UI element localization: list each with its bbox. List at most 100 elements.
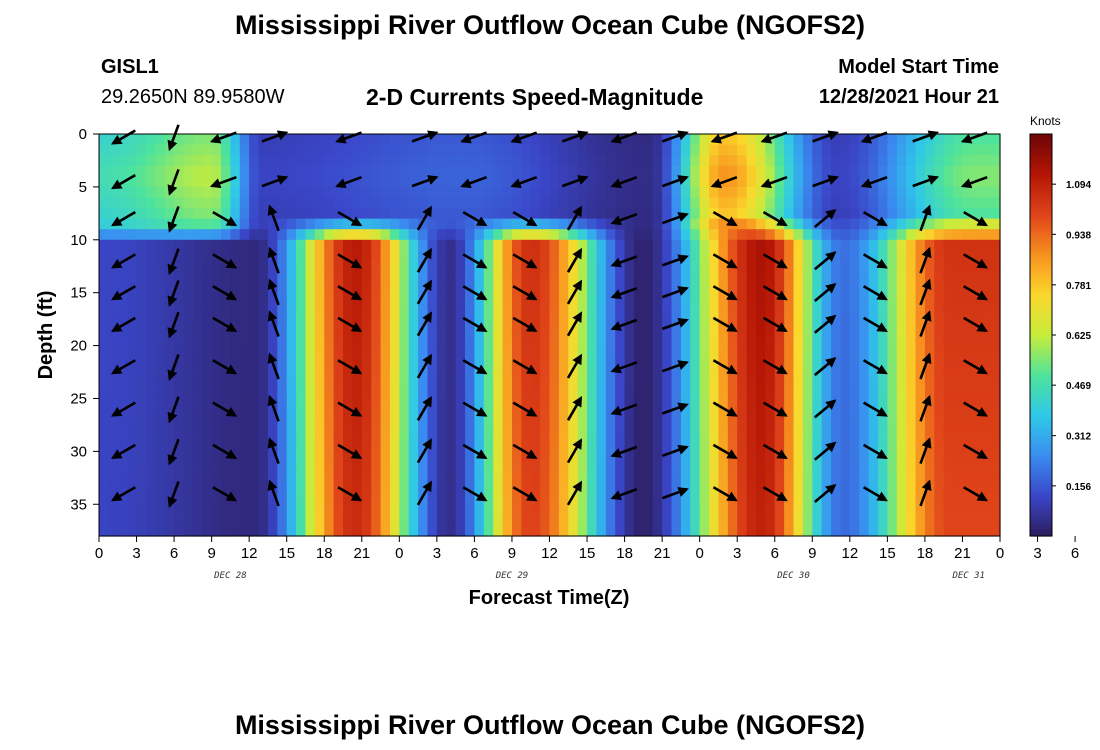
heatmap-cell xyxy=(530,525,541,537)
heatmap-cell xyxy=(802,218,813,230)
heatmap-cell xyxy=(324,345,335,357)
heatmap-cell xyxy=(296,409,307,421)
heatmap-cell xyxy=(906,186,917,199)
heatmap-cell xyxy=(455,472,466,484)
heatmap-cell xyxy=(774,176,785,188)
heatmap-cell xyxy=(718,483,729,495)
heatmap-cell xyxy=(558,366,569,378)
heatmap-cell xyxy=(427,409,438,421)
heatmap-cell xyxy=(652,483,663,495)
heatmap-cell xyxy=(915,239,926,251)
heatmap-cell xyxy=(380,292,391,304)
heatmap-cell xyxy=(624,409,635,421)
heatmap-cell xyxy=(164,271,175,283)
heatmap-cell xyxy=(249,461,260,474)
heatmap-cell xyxy=(436,335,447,347)
heatmap-cell xyxy=(652,303,663,315)
heatmap-cell xyxy=(662,483,673,495)
heatmap-cell xyxy=(924,493,935,505)
heatmap-cell xyxy=(521,440,532,452)
heatmap-cell xyxy=(408,504,419,516)
heatmap-cell xyxy=(859,430,870,442)
heatmap-cell xyxy=(765,313,776,326)
heatmap-cell xyxy=(718,335,729,347)
heatmap-cell xyxy=(690,229,701,241)
heatmap-cell xyxy=(662,324,673,336)
heatmap-cell xyxy=(633,472,644,484)
heatmap-cell xyxy=(493,493,504,505)
heatmap-cell xyxy=(887,271,898,283)
heatmap-cell xyxy=(633,409,644,421)
heatmap-cell xyxy=(680,430,691,442)
heatmap-cell xyxy=(511,260,522,273)
heatmap-cell xyxy=(680,197,691,209)
heatmap-cell xyxy=(831,451,842,463)
heatmap-cell xyxy=(962,409,973,421)
heatmap-cell xyxy=(483,134,494,146)
heatmap-cell xyxy=(568,134,579,146)
heatmap-cell xyxy=(408,313,419,326)
heatmap-cell xyxy=(793,260,804,273)
heatmap-cell xyxy=(737,525,748,537)
heatmap-cell xyxy=(924,324,935,336)
heatmap-cell xyxy=(934,514,945,527)
heatmap-cell xyxy=(558,345,569,357)
heatmap-cell xyxy=(427,366,438,378)
colorbar-segment xyxy=(1030,214,1052,219)
heatmap-cell xyxy=(953,197,964,209)
heatmap-cell xyxy=(990,271,1001,283)
date-label: DEC 31 xyxy=(951,571,985,581)
heatmap-cell xyxy=(699,260,710,273)
current-vector-arrow xyxy=(762,253,788,269)
heatmap-cell xyxy=(455,409,466,421)
heatmap-cell xyxy=(868,260,879,273)
colorbar-segment xyxy=(1030,134,1052,138)
current-vector-arrow xyxy=(462,359,488,375)
heatmap-cell xyxy=(446,430,457,442)
heatmap-cell xyxy=(821,461,832,474)
heatmap-cell xyxy=(896,525,907,537)
heatmap-cell xyxy=(577,324,588,336)
heatmap-cell xyxy=(333,335,344,347)
heatmap-cell xyxy=(990,398,1001,410)
heatmap-cell xyxy=(145,409,156,421)
heatmap-cell xyxy=(99,303,109,315)
heatmap-cell xyxy=(953,472,964,484)
heatmap-cell xyxy=(371,260,382,273)
heatmap-cell xyxy=(155,239,166,251)
heatmap-cell xyxy=(361,366,372,378)
heatmap-cell xyxy=(164,525,175,537)
heatmap-cell xyxy=(971,398,982,410)
heatmap-cell xyxy=(127,409,138,421)
heatmap-cell xyxy=(99,504,109,516)
heatmap-cell xyxy=(755,472,766,484)
heatmap-cell xyxy=(314,514,325,527)
heatmap-cell xyxy=(202,197,213,209)
heatmap-cell xyxy=(465,430,476,442)
heatmap-cell xyxy=(436,440,447,452)
heatmap-cell xyxy=(108,345,119,357)
heatmap-cell xyxy=(314,356,325,368)
heatmap-cell xyxy=(465,451,476,463)
heatmap-cell xyxy=(633,440,644,452)
heatmap-cell xyxy=(587,461,598,474)
heatmap-cell xyxy=(953,504,964,516)
heatmap-cell xyxy=(990,493,1001,505)
heatmap-cell xyxy=(286,409,297,421)
heatmap-cell xyxy=(990,356,1001,368)
heatmap-cell xyxy=(699,398,710,410)
heatmap-cell xyxy=(343,324,354,336)
heatmap-cell xyxy=(249,493,260,505)
heatmap-cell xyxy=(737,271,748,283)
heatmap-cell xyxy=(690,208,701,220)
heatmap-cell xyxy=(840,493,851,505)
heatmap-cell xyxy=(793,303,804,315)
heatmap-cell xyxy=(183,292,194,304)
heatmap-cell xyxy=(990,324,1001,336)
heatmap-cell xyxy=(680,186,691,199)
heatmap-cell xyxy=(568,504,579,516)
heatmap-cell xyxy=(352,504,363,516)
heatmap-cell xyxy=(812,356,823,368)
heatmap-cell xyxy=(971,483,982,495)
heatmap-cell xyxy=(192,377,203,389)
